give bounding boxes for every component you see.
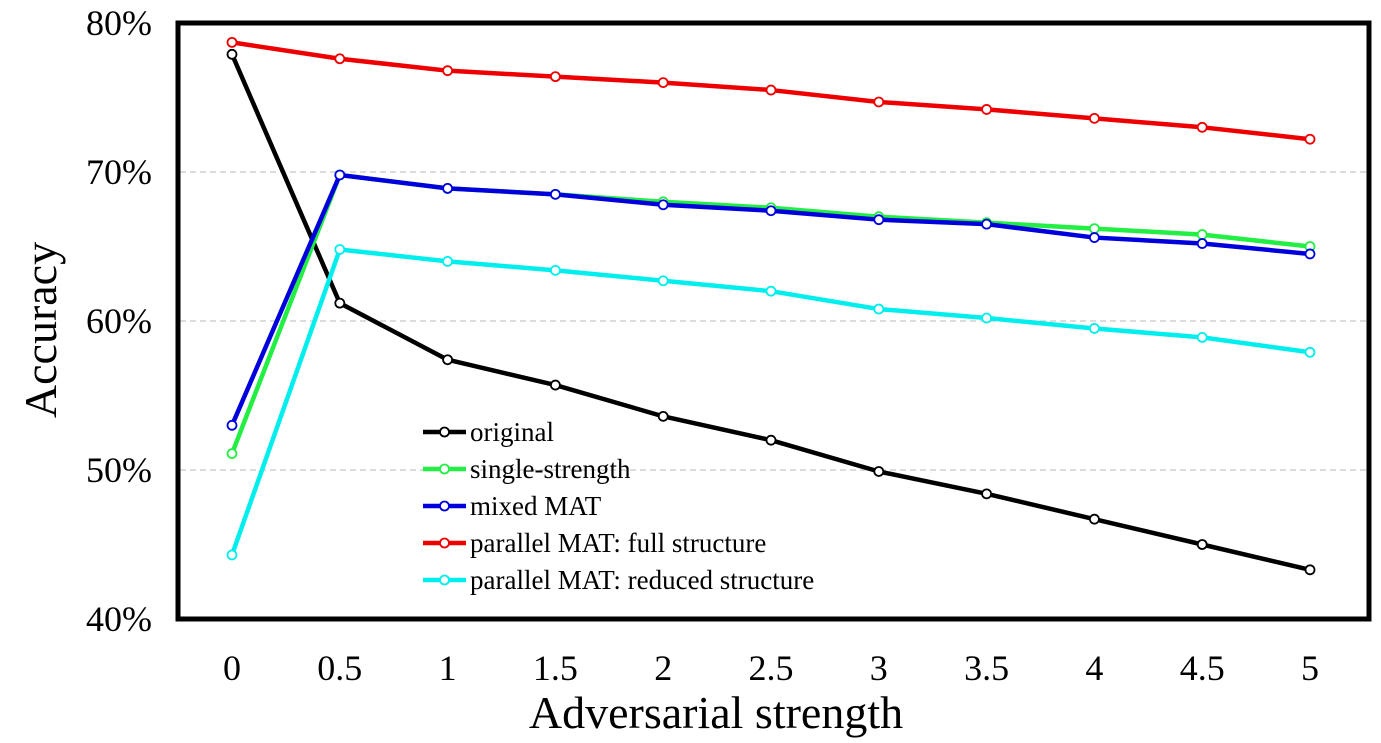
- plot-area-frame: [175, 20, 1372, 622]
- data-point: [550, 71, 561, 83]
- data-point: [1089, 232, 1100, 243]
- data-point: [334, 297, 346, 309]
- data-point: [1089, 513, 1100, 525]
- data-point: [1304, 248, 1316, 260]
- data-point: [1196, 121, 1208, 133]
- series-line: [229, 172, 1311, 455]
- data-point: [873, 214, 885, 226]
- series-parallel-mat-full-structure: [226, 36, 1316, 145]
- data-point: [226, 448, 238, 460]
- legend-marker: [439, 463, 450, 475]
- series-mixed-mat: [226, 169, 1316, 431]
- y-tick-label: 50%: [86, 450, 152, 490]
- data-point: [1304, 133, 1316, 145]
- data-point: [334, 53, 346, 65]
- data-point: [873, 96, 885, 108]
- y-tick-label: 70%: [86, 152, 152, 192]
- data-point: [226, 549, 238, 561]
- legend-marker: [439, 537, 450, 549]
- data-point: [765, 285, 777, 297]
- data-point: [226, 48, 238, 60]
- data-point: [1304, 564, 1316, 576]
- data-point: [550, 264, 561, 276]
- data-point: [1196, 238, 1208, 249]
- x-tick-label: 1: [439, 648, 457, 688]
- series-line: [229, 53, 1311, 573]
- y-tick-label: 80%: [86, 3, 152, 43]
- data-point: [981, 218, 992, 230]
- data-point: [1304, 346, 1316, 358]
- data-point: [873, 466, 885, 477]
- data-point: [1089, 223, 1100, 235]
- data-point: [1196, 539, 1208, 550]
- data-point: [765, 205, 777, 217]
- data-point: [226, 36, 238, 48]
- data-point: [442, 65, 454, 77]
- data-point: [1196, 229, 1208, 240]
- data-point: [1089, 323, 1100, 334]
- x-tick-label: 1.5: [533, 648, 578, 688]
- data-point: [442, 354, 454, 366]
- y-axis-title: Accuracy: [15, 242, 66, 418]
- x-axis-title: Adversarial strength: [529, 687, 903, 738]
- data-point: [226, 419, 238, 431]
- x-tick-label: 4: [1085, 648, 1103, 688]
- series-lines: [226, 36, 1316, 576]
- x-tick-label: 3.5: [964, 648, 1009, 688]
- series-original: [226, 48, 1316, 576]
- legend-item: mixed MAT: [423, 491, 602, 521]
- data-point: [334, 244, 346, 255]
- data-point: [550, 188, 561, 200]
- data-point: [1089, 112, 1100, 124]
- data-point: [981, 312, 992, 324]
- y-tick-label: 40%: [86, 599, 152, 639]
- data-point: [873, 303, 885, 315]
- y-tick-label: 60%: [86, 301, 152, 341]
- data-point: [550, 379, 561, 391]
- x-tick-label: 0.5: [317, 648, 362, 688]
- x-tick-label: 4.5: [1180, 648, 1225, 688]
- data-point: [657, 199, 669, 211]
- x-tick-label: 2.5: [749, 648, 794, 688]
- data-point: [765, 84, 777, 96]
- data-point: [981, 104, 992, 115]
- data-point: [442, 255, 454, 267]
- grid-lines: [180, 171, 1367, 471]
- data-point: [657, 410, 669, 422]
- x-tick-label: 5: [1301, 648, 1319, 688]
- data-point: [442, 182, 454, 194]
- series-parallel-mat-reduced-structure: [226, 244, 1316, 561]
- legend-item: original: [423, 417, 554, 447]
- data-point: [334, 169, 346, 181]
- legend-label: parallel MAT: reduced structure: [470, 565, 814, 595]
- legend-item: parallel MAT: full structure: [423, 528, 766, 558]
- x-tick-label: 0: [223, 648, 241, 688]
- x-tick-label: 2: [654, 648, 672, 688]
- legend-label: single-strength: [470, 454, 631, 484]
- legend-item: single-strength: [423, 454, 631, 484]
- data-point: [765, 434, 777, 446]
- legend-label: original: [470, 417, 554, 447]
- x-tick-label: 3: [870, 648, 888, 688]
- data-point: [657, 275, 669, 287]
- legend-marker: [439, 574, 450, 586]
- data-point: [657, 77, 669, 88]
- legend: original single-strength mixed MAT parallel…: [423, 417, 814, 595]
- y-axis-ticks: 40% 50% 60% 70% 80%: [86, 3, 152, 639]
- legend-label: parallel MAT: full structure: [470, 528, 766, 558]
- legend-marker: [439, 500, 450, 512]
- legend-marker: [439, 426, 450, 438]
- legend-label: mixed MAT: [470, 491, 602, 521]
- data-point: [1196, 331, 1208, 343]
- x-axis-ticks: 0 0.5 1 1.5 2 2.5 3 3.5 4 4.5 5: [223, 648, 1319, 688]
- legend-item: parallel MAT: reduced structure: [423, 565, 814, 595]
- data-point: [981, 488, 992, 500]
